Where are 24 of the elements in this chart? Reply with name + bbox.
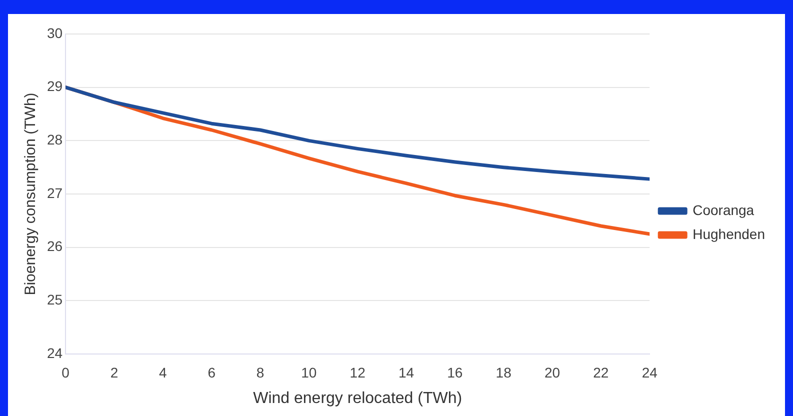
y-tick-label: 26	[46, 238, 63, 254]
y-tick-label: 27	[46, 184, 63, 201]
y-tick-label: 24	[46, 344, 63, 361]
x-tick-label: 2	[110, 364, 118, 380]
x-tick-label: 8	[256, 364, 264, 380]
x-tick-label: 18	[496, 364, 512, 380]
x-tick-label: 16	[447, 364, 463, 380]
y-tick-label: 28	[46, 132, 63, 148]
y-tick-label: 29	[46, 78, 63, 94]
x-tick-label: 14	[398, 364, 414, 380]
x-tick-label: 24	[642, 364, 658, 380]
y-tick-label: 25	[46, 292, 63, 308]
x-tick-label: 20	[544, 364, 560, 380]
y-axis-title: Bioenergy consumption (TWh)	[22, 92, 40, 296]
x-tick-label: 10	[301, 364, 317, 380]
y-tick-label: 30	[46, 24, 63, 41]
x-tick-label: 12	[350, 364, 366, 380]
x-tick-label: 6	[208, 364, 216, 380]
legend-label: Hughenden	[692, 226, 766, 242]
legend-label: Cooranga	[692, 202, 754, 218]
x-tick-label: 22	[593, 364, 609, 380]
x-tick-label: 0	[62, 364, 70, 380]
x-axis-title: Wind energy relocated (TWh)	[253, 390, 462, 407]
x-tick-label: 4	[159, 364, 168, 380]
